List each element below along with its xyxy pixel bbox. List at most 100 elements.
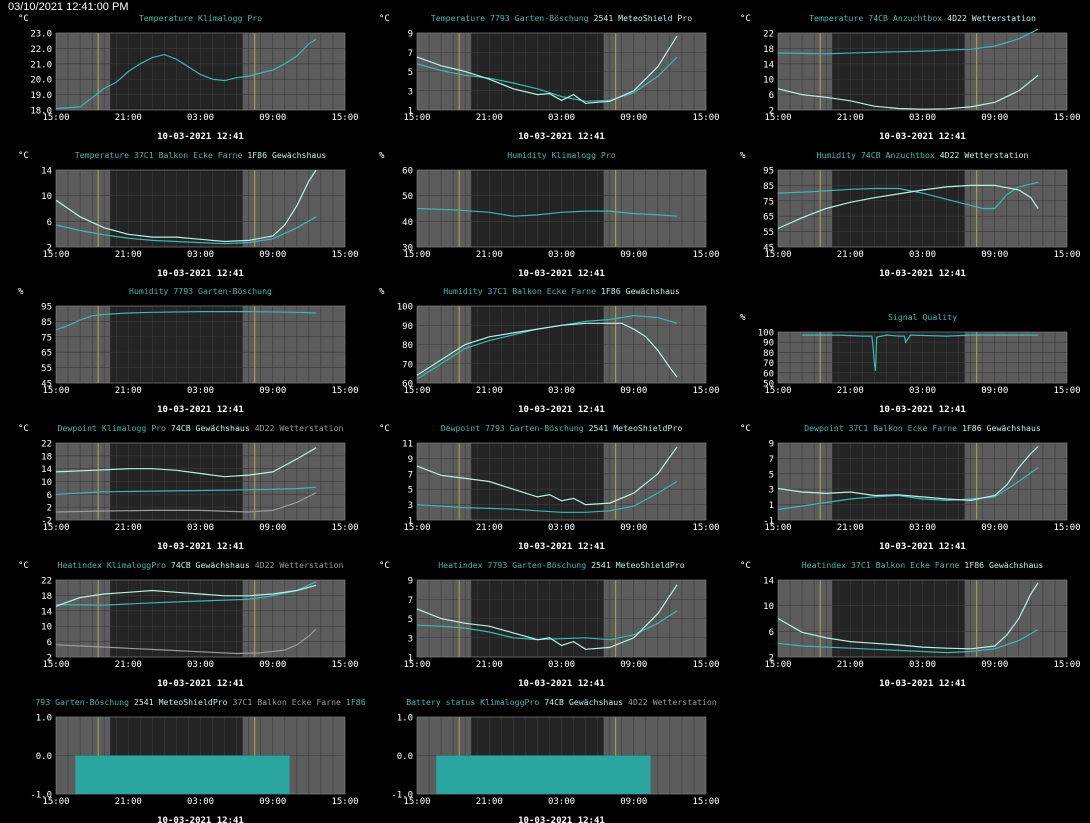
- plot-border: [416, 305, 707, 384]
- y-tick-label: 9: [408, 30, 413, 40]
- x-tick-label: 03:00: [548, 386, 575, 396]
- y-tick-label: 5: [408, 68, 413, 78]
- unit-label: %: [379, 287, 385, 297]
- y-tick-label: 0.0: [36, 752, 52, 762]
- chart-title: Temperature 7793 Garten-Böschung 2541 Me…: [431, 13, 692, 23]
- series-line-2: [777, 74, 1039, 110]
- x-tick-label: 15:00: [1053, 523, 1080, 533]
- x-tick-label: 21:00: [476, 523, 503, 533]
- x-tick-label: 09:00: [620, 660, 647, 670]
- chart-title: Heatindex 37C1 Balkon Ecke Farne 1F86 Ge…: [802, 560, 1044, 570]
- y-tick-label: 7: [769, 455, 774, 465]
- x-tick-label: 21:00: [837, 386, 864, 396]
- y-tick-label: 45: [41, 380, 52, 390]
- y-tick-label: 45: [763, 244, 774, 254]
- y-tick-label: 100: [397, 303, 413, 313]
- y-tick-label: 75: [41, 333, 52, 343]
- series-line-2: [416, 446, 678, 506]
- plot-border: [777, 331, 1068, 384]
- series-line-2: [416, 584, 678, 650]
- unit-label: °C: [379, 424, 390, 434]
- timestamp: 03/10/2021 12:41:00 PM: [8, 1, 129, 13]
- chart-title-part: Dewpoint 7793 Garten-Böschung: [441, 423, 589, 433]
- chart-title-part: Battery status KlimaloggPro: [406, 697, 544, 707]
- y-tick-label: 10: [41, 192, 52, 202]
- x-tick-label: 21:00: [115, 386, 142, 396]
- x-tick-label: 15:00: [764, 660, 791, 670]
- x-tick-label: 09:00: [620, 250, 647, 260]
- series-line-3: [55, 492, 317, 513]
- y-tick-label: 85: [763, 182, 774, 192]
- x-tick-label: 15:00: [764, 523, 791, 533]
- x-tick-label: 21:00: [476, 797, 503, 807]
- y-tick-label: 50: [763, 380, 774, 390]
- series-line-2: [55, 584, 317, 607]
- chart-title: Dewpoint 37C1 Balkon Ecke Farne 1F86 Gew…: [804, 423, 1041, 433]
- date-label: 10-03-2021 12:41: [157, 132, 244, 142]
- y-tick-label: 2: [769, 654, 774, 664]
- date-label: 10-03-2021 12:41: [879, 269, 966, 279]
- x-tick-label: 15:00: [692, 113, 719, 123]
- date-label: 10-03-2021 12:41: [157, 816, 244, 823]
- x-tick-label: 09:00: [981, 113, 1008, 123]
- x-tick-label: 21:00: [115, 250, 142, 260]
- chart-title-part: 4D22 Wetterstation: [628, 697, 717, 707]
- x-tick-label: 15:00: [1053, 660, 1080, 670]
- chart-title-part: 4D22 Wetterstation: [940, 150, 1029, 160]
- x-tick-label: 15:00: [42, 523, 69, 533]
- y-tick-label: 22: [41, 440, 52, 450]
- x-tick-label: 15:00: [331, 660, 358, 670]
- x-tick-label: 15:00: [764, 113, 791, 123]
- chart-title-part: Humidity 74CB Anzuchtbox: [817, 150, 940, 160]
- x-tick-label: 03:00: [548, 660, 575, 670]
- chart-title-part: 2541 MeteoShield Pro: [594, 13, 693, 23]
- y-tick-label: 1.0: [397, 714, 413, 724]
- chart-title: Temperature Klimalogg Pro: [139, 13, 262, 23]
- chart-title-part: 2541 MeteoShieldPro: [134, 697, 233, 707]
- x-tick-label: 03:00: [909, 250, 936, 260]
- x-tick-label: 09:00: [981, 250, 1008, 260]
- y-tick-label: -1.0: [30, 791, 52, 801]
- y-tick-label: 100: [758, 329, 774, 339]
- chart-title: Temperature 37C1 Balkon Ecke Farne 1F86 …: [75, 150, 326, 160]
- y-tick-label: 5: [408, 486, 413, 496]
- unit-label: °C: [379, 14, 390, 24]
- series-line-1: [802, 334, 1039, 371]
- date-label: 10-03-2021 12:41: [157, 679, 244, 689]
- series-line-2: [777, 446, 1039, 502]
- date-label: 10-03-2021 12:41: [879, 132, 966, 142]
- x-tick-label: 09:00: [620, 797, 647, 807]
- chart-title: Dewpoint 7793 Garten-Böschung 2541 Meteo…: [441, 423, 683, 433]
- plot-border: [777, 32, 1068, 111]
- date-label: 10-03-2021 12:41: [518, 269, 605, 279]
- date-label: 10-03-2021 12:41: [157, 542, 244, 552]
- x-tick-label: 21:00: [837, 250, 864, 260]
- y-tick-label: 80: [763, 349, 774, 359]
- x-tick-label: 09:00: [259, 797, 286, 807]
- y-tick-label: 10: [763, 76, 774, 86]
- chart-title-part: Humidity Klimalogg Pro: [507, 150, 616, 160]
- y-tick-label: 11: [402, 440, 413, 450]
- chart-title-part: 4D22 Wetterstation: [255, 560, 344, 570]
- chart-title: Humidity 7793 Garten-Böschung: [129, 286, 272, 296]
- y-tick-label: 5: [769, 470, 774, 480]
- chart-title: Dewpoint Klimalogg Pro 74CB Gewächshaus …: [58, 423, 344, 433]
- plot-border: [416, 32, 707, 111]
- x-tick-label: 09:00: [620, 523, 647, 533]
- x-tick-label: 21:00: [476, 660, 503, 670]
- chart-title: Heatindex KlimaloggPro 74CB Gewächshaus …: [58, 560, 344, 570]
- y-tick-label: 1: [408, 654, 413, 664]
- x-tick-label: 15:00: [403, 113, 430, 123]
- x-tick-label: 15:00: [403, 660, 430, 670]
- chart-title-part: 1F86 Gewächshaus: [964, 560, 1043, 570]
- series-line-1: [777, 28, 1039, 55]
- chart-title: Temperature 74CB Anzuchtbox 4D22 Wetters…: [809, 13, 1036, 23]
- y-tick-label: 9: [769, 440, 774, 450]
- unit-label: °C: [18, 151, 29, 161]
- y-tick-label: 3: [408, 501, 413, 511]
- x-tick-label: 09:00: [259, 386, 286, 396]
